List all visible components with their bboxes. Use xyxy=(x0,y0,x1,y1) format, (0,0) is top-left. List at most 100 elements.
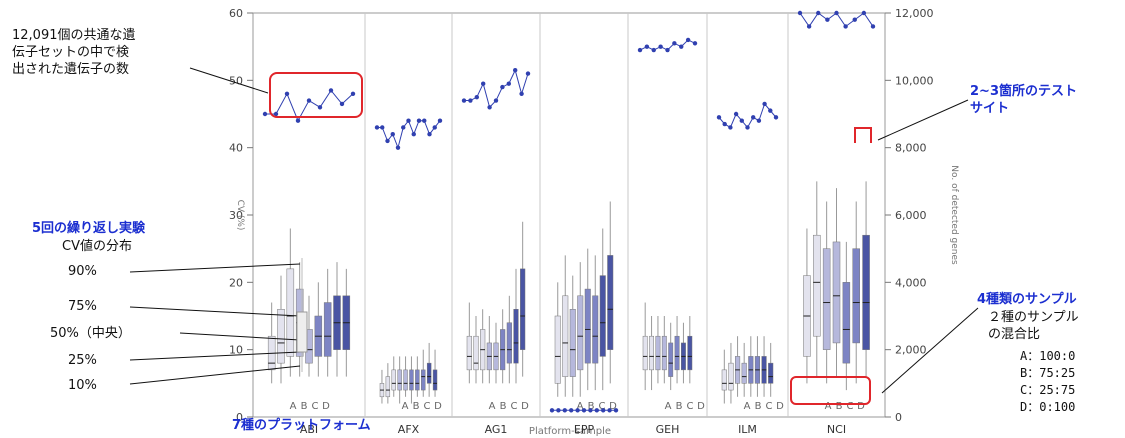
box-iqr xyxy=(584,288,591,364)
y-right-tick-label: 6,000 xyxy=(895,209,927,222)
box-iqr xyxy=(607,255,614,350)
box-iqr xyxy=(466,335,472,371)
platform-label: AFX xyxy=(398,423,420,436)
detected-genes-point xyxy=(432,125,437,130)
detected-genes-point xyxy=(679,44,684,49)
box-iqr xyxy=(768,362,774,384)
detected-genes-point xyxy=(768,108,773,113)
sample-letter: B xyxy=(301,401,308,412)
sample-letter: A xyxy=(744,401,751,412)
detected-genes-point xyxy=(513,68,518,73)
detected-genes-point xyxy=(350,91,356,97)
detected-genes-point xyxy=(317,105,323,110)
box-iqr xyxy=(506,322,512,364)
box-iqr xyxy=(862,234,870,350)
annotation-test-sites: 2~3箇所のテスト サイト xyxy=(970,83,1077,117)
detected-genes-point xyxy=(613,408,619,413)
annotation-samples-sub-line1: ２種のサンプル xyxy=(988,310,1079,325)
detected-genes-point xyxy=(461,98,467,103)
detected-genes-point xyxy=(797,10,803,16)
y-right-axis-title: No. of detected genes xyxy=(949,165,959,265)
detected-genes-point xyxy=(816,10,821,16)
sample-letter: A xyxy=(489,401,496,412)
detected-genes-point xyxy=(692,41,698,46)
sample-letter: B xyxy=(588,401,595,412)
detected-genes-point xyxy=(556,408,561,413)
detected-genes-point xyxy=(395,145,401,150)
detected-genes-point xyxy=(834,10,839,16)
box-iqr xyxy=(286,268,295,357)
annotation-test-sites-line2: サイト xyxy=(970,101,1010,116)
annotation-samples-sub-line2: の混合比 xyxy=(988,327,1041,342)
sample-letter: D xyxy=(521,401,529,412)
box-iqr xyxy=(513,309,519,364)
percentile-label-25: 25% xyxy=(68,353,97,368)
box-iqr xyxy=(554,315,561,384)
detected-genes-line xyxy=(718,102,777,129)
detected-genes-point xyxy=(284,91,290,97)
annotation-platforms: 7種のプラットフォーム xyxy=(232,418,371,433)
y-left-tick-label: 40 xyxy=(229,142,243,155)
detected-genes-point xyxy=(273,111,279,117)
annotation-samples-title: 4種類のサンプル xyxy=(977,292,1077,307)
annotation-common-genes-line3: 出された遺伝子の数 xyxy=(12,62,130,77)
box-iqr xyxy=(852,248,860,344)
percentile-pointer-line xyxy=(129,306,301,317)
detected-genes-point xyxy=(685,37,691,43)
box-iqr xyxy=(642,335,648,371)
annotation-test-sites-line1: 2~3箇所のテスト xyxy=(970,84,1077,99)
sample-letter: B xyxy=(676,401,683,412)
sample-letter: A xyxy=(402,401,409,412)
y-right-tick-label: 12,000 xyxy=(895,7,934,20)
detected-genes-point xyxy=(575,408,580,413)
percentile-label-75: 75% xyxy=(68,299,97,314)
detected-genes-point xyxy=(716,115,722,120)
y-right-tick-label: 2,000 xyxy=(895,344,927,357)
annotation-samples-sub: ２種のサンプル の混合比 xyxy=(988,309,1079,343)
y-right-tick-label: 10,000 xyxy=(895,74,934,87)
platform-label: NCI xyxy=(827,423,846,436)
detected-genes-point xyxy=(825,17,830,22)
detected-genes-point xyxy=(806,24,812,29)
box-iqr xyxy=(668,342,674,377)
detected-genes-point xyxy=(588,408,593,413)
detected-genes-point xyxy=(385,138,390,144)
detected-genes-point xyxy=(658,44,663,49)
detected-genes-point xyxy=(422,118,427,123)
callout-line-samples xyxy=(881,307,979,394)
detected-genes-point xyxy=(374,125,380,130)
platform-label: ABI xyxy=(300,423,318,436)
box-iqr xyxy=(813,234,821,337)
sample-letter: C xyxy=(511,401,518,412)
detected-genes-point xyxy=(437,118,443,123)
detected-genes-point xyxy=(474,94,479,100)
detected-genes-point xyxy=(487,105,492,110)
box-iqr xyxy=(822,248,831,350)
detected-genes-point xyxy=(739,118,744,123)
detected-genes-point xyxy=(651,47,656,53)
sample-letter: C xyxy=(847,401,854,412)
sample-letter: D xyxy=(776,401,784,412)
box-iqr xyxy=(432,369,438,391)
box-iqr xyxy=(674,335,680,371)
detected-genes-point xyxy=(733,111,739,117)
detected-genes-point xyxy=(861,10,867,16)
detected-genes-point xyxy=(745,125,750,130)
box-iqr xyxy=(569,309,576,377)
sample-letter: C xyxy=(599,401,606,412)
sample-letter: B xyxy=(500,401,507,412)
callout-bracket-test-sites xyxy=(854,127,872,143)
platform-label: ILM xyxy=(738,423,757,436)
detected-genes-point xyxy=(594,408,599,413)
annotation-common-genes: 12,091個の共通な遺 伝子セットの中で検 出された遺伝子の数 xyxy=(12,27,136,78)
box-iqr xyxy=(649,335,654,371)
detected-genes-point xyxy=(493,98,499,103)
sample-letter: A xyxy=(577,401,584,412)
percentile-label-90: 90% xyxy=(68,264,97,279)
box-iqr xyxy=(415,369,420,391)
callout-line-test-sites xyxy=(877,99,969,141)
y-left-tick-label: 30 xyxy=(229,209,243,222)
box-iqr xyxy=(426,362,432,384)
y-left-tick-label: 10 xyxy=(229,344,243,357)
